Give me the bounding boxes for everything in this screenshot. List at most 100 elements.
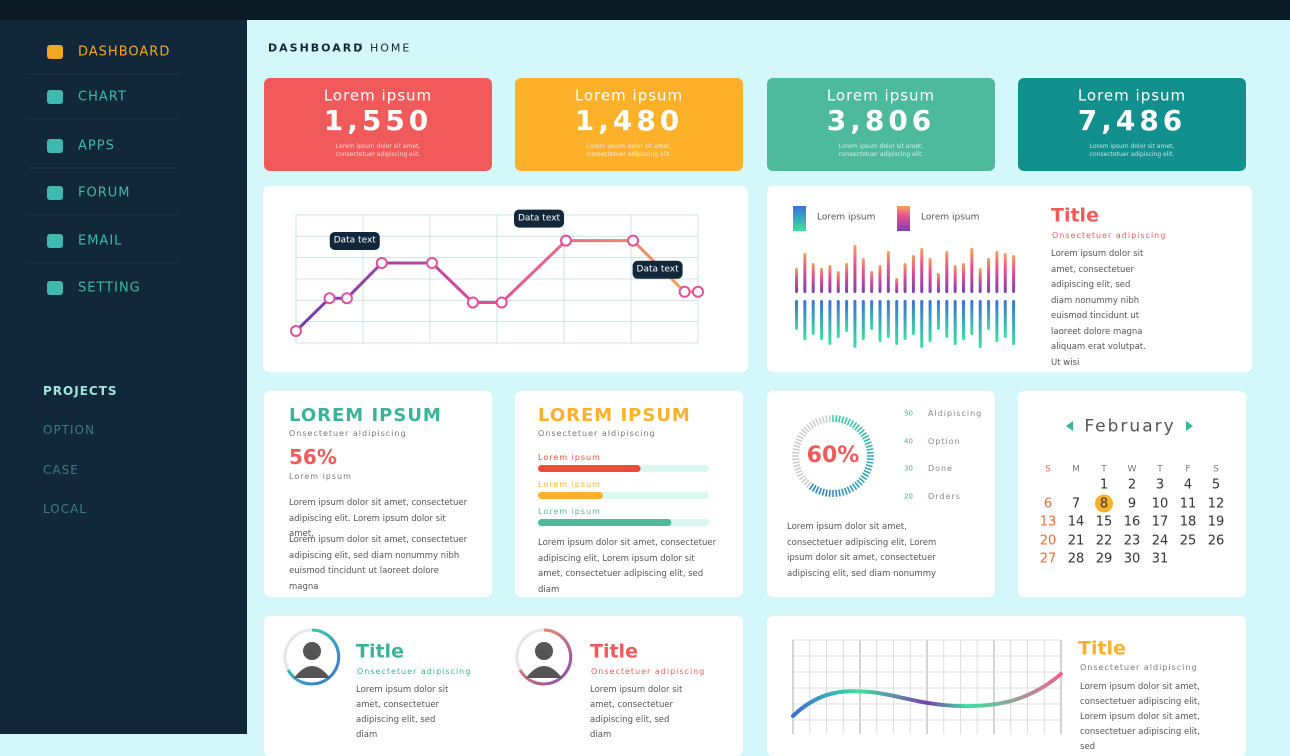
stat-label: Lorem ipsum [323,86,433,105]
day: 10 [1151,496,1169,511]
breadcrumb-section: DASHBOARD [268,41,365,55]
bar [903,263,907,293]
day: 18 [1179,514,1197,530]
day: 23 [1123,533,1141,548]
day: 8 [1099,496,1109,511]
weekday: T [1157,464,1163,475]
bar [870,300,874,330]
day: 7 [1071,496,1081,511]
point [466,296,479,309]
bar [936,273,940,293]
bar [820,300,824,340]
day: 14 [1067,514,1085,530]
callout [329,232,380,250]
card-subtitle: Onsectetuer adipiscing [1052,231,1167,240]
bar [895,300,899,345]
card-text: Lorem ipsum dolor sit amet, consectetuer… [1080,682,1200,752]
bar [911,300,915,335]
legend-value: 40 [904,437,913,445]
day: 13 [1039,514,1057,530]
callout-text: Data text [636,264,679,275]
callout-text: Data text [333,235,376,246]
bar [803,300,807,340]
card-subtitle: Onsectetuer adipiscing [591,667,706,676]
card [767,616,1246,756]
avatar-ring [286,628,341,686]
bar [962,263,965,293]
card [264,78,492,171]
legend-value: 20 [904,492,913,500]
day: 19 [1207,514,1225,530]
card-subtitle: Onsectetuer adipiscing [357,667,472,676]
stat-caption: Lorem ipsum dolor sit amet, consectetuer… [1089,143,1175,158]
bar [1003,253,1007,293]
menu-icon [47,45,63,59]
bar [870,271,874,293]
bar [920,248,924,293]
weekday: T [1101,464,1107,475]
bar [987,300,991,330]
legend-label: Orders [928,491,961,501]
stat-value: 1,550 [323,104,433,137]
bar-label: Lorem ipsum [538,507,601,516]
day: 31 [1151,551,1169,567]
avatar-ring [518,628,573,686]
point [495,296,508,309]
bar [1012,255,1016,293]
menu-icon [47,234,63,248]
card [264,391,492,597]
stat-caption: Lorem ipsum dolor sit amet, consectetuer… [586,143,672,158]
day: 17 [1151,514,1169,530]
point [627,234,640,247]
menu-item: SETTING [78,280,141,296]
bar [995,300,999,342]
stat-value: 1,480 [574,104,684,137]
legend-value: 30 [904,464,913,473]
card-subtitle: Onsectetuer aldipiscing [289,429,407,438]
bar [945,300,949,338]
day: 27 [1039,551,1057,567]
project-item: OPTION [43,423,95,437]
bar [1003,300,1007,338]
card-title: Title [1051,204,1099,227]
bar [886,251,890,293]
bar [845,300,849,332]
menu-item: FORUM [78,185,131,201]
weekday: S [1213,464,1219,475]
callout [632,260,683,279]
bar [970,248,974,293]
stat-label: Lorem ipsum [574,86,684,105]
wave [791,672,1063,718]
day: 30 [1123,551,1141,567]
stat-value: 3,806 [826,104,936,137]
card-title: Title [590,640,638,663]
point [323,292,336,305]
bar [911,255,915,293]
bar-label: Lorem ipsum [538,453,601,462]
legend-label: Lorem ipsum [817,212,876,223]
point [290,325,302,338]
sidebar [0,20,247,734]
card-title: Title [356,640,404,663]
menu-item: DASHBOARD [78,44,171,60]
bar [795,300,798,330]
card-text: Lorem ipsum dolor sit amet, consectetuer… [289,535,468,592]
bar [538,465,641,472]
bar [836,271,840,293]
bar [1012,300,1016,345]
card [767,78,995,171]
menu-item: CHART [78,89,127,105]
bar [936,300,940,330]
graphics [27,45,1193,734]
day: 28 [1067,551,1085,567]
card [515,78,743,171]
bar [820,268,824,293]
bar [845,263,849,293]
stat-label: Lorem ipsum [826,86,936,105]
card-text: Lorem ipsum dolor sit amet, consectetuer… [590,685,683,740]
donut-label: 60% [806,443,860,468]
bar [853,245,857,293]
bar [828,265,832,293]
bar [928,300,932,342]
